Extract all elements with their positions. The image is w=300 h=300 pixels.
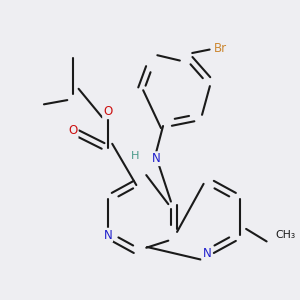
Text: N: N	[103, 229, 112, 242]
Text: O: O	[68, 124, 78, 137]
Text: O: O	[103, 105, 112, 118]
Text: H: H	[130, 151, 139, 161]
Text: N: N	[202, 247, 211, 260]
Text: CH₃: CH₃	[276, 230, 296, 240]
Text: Br: Br	[214, 42, 227, 55]
Text: N: N	[152, 152, 161, 165]
